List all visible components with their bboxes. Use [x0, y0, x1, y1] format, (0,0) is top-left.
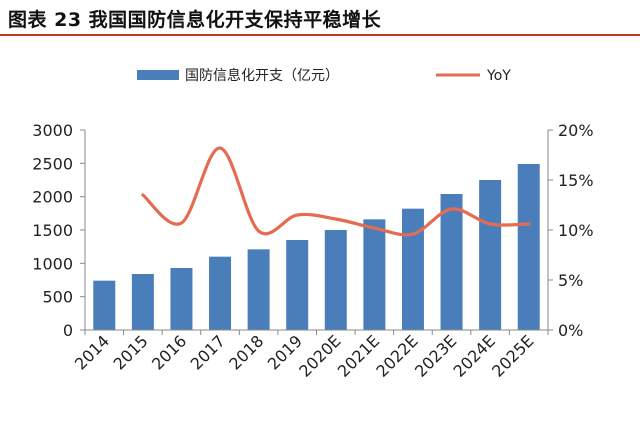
legend-line-label: YoY	[486, 68, 511, 84]
left-tick-label: 0	[63, 321, 73, 340]
x-tick-label: 2023E	[411, 331, 460, 380]
x-tick-label: 2021E	[334, 331, 383, 380]
bar-2015	[131, 274, 154, 330]
right-tick-label: 20%	[558, 121, 594, 140]
bar-2025E	[517, 164, 540, 330]
bar-2024E	[479, 180, 502, 330]
x-tick-label: 2018	[225, 331, 267, 373]
right-tick-label: 15%	[558, 171, 594, 190]
bar-2023E	[440, 194, 463, 330]
right-tick-label: 0%	[558, 321, 583, 340]
bar-2022E	[401, 208, 424, 330]
left-tick-label: 2500	[32, 154, 73, 173]
bar-2019	[286, 240, 309, 330]
yoy-line	[141, 146, 531, 237]
x-tick-label: 2020E	[295, 331, 344, 380]
chart-title: 图表 23 我国国防信息化开支保持平稳增长	[8, 9, 382, 31]
x-tick-label: 2014	[71, 331, 113, 373]
legend-bar-label: 国防信息化开支（亿元）	[185, 67, 339, 84]
x-tick-label: 2022E	[372, 331, 421, 380]
right-tick-label: 5%	[558, 271, 583, 290]
bar-2014	[93, 280, 116, 330]
x-tick-label: 2017	[187, 331, 229, 373]
left-tick-label: 1500	[32, 221, 73, 240]
x-tick-label: 2025E	[488, 331, 537, 380]
legend-bar-swatch	[137, 70, 179, 80]
right-tick-label: 10%	[558, 221, 594, 240]
title-underline	[0, 34, 640, 36]
left-tick-label: 3000	[32, 121, 73, 140]
bar-2017	[209, 256, 232, 330]
left-tick-label: 2000	[32, 188, 73, 207]
bar-2018	[247, 249, 270, 330]
bar-2021E	[363, 219, 386, 330]
left-tick-label: 1000	[32, 254, 73, 273]
x-tick-label: 2015	[109, 331, 151, 373]
bar-2020E	[324, 230, 347, 330]
x-tick-label: 2016	[148, 331, 190, 373]
bar-2016	[170, 268, 193, 330]
x-tick-label: 2024E	[450, 331, 499, 380]
left-tick-label: 500	[42, 288, 73, 307]
